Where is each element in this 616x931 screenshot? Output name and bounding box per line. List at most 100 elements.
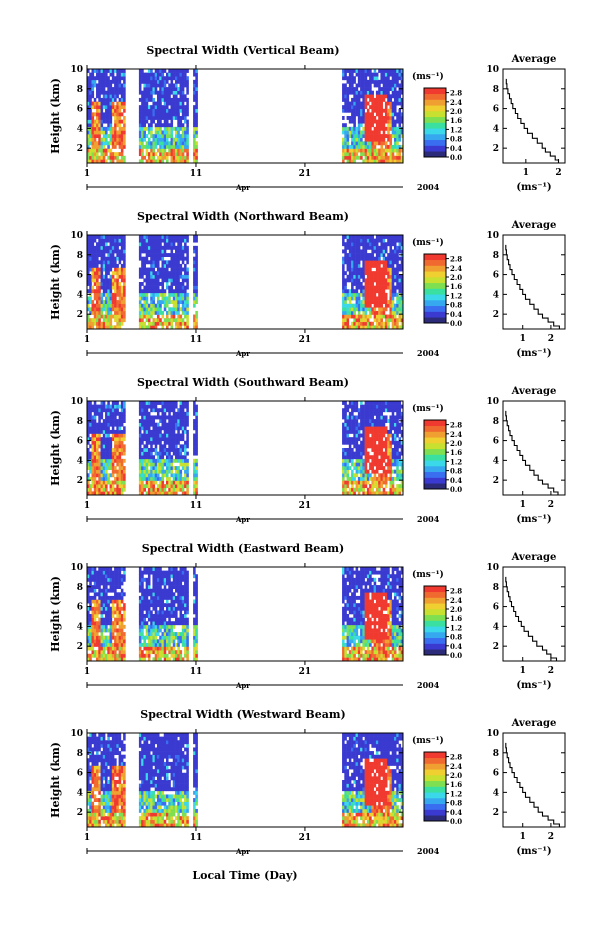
colorbar-segment	[424, 431, 446, 438]
heatmap-cell	[366, 282, 370, 286]
heatmap-cell	[159, 108, 162, 113]
heatmap-cell	[177, 433, 180, 438]
heatmap-cell	[179, 296, 183, 301]
heatmap-cell	[380, 484, 383, 489]
colorbar-segment	[424, 425, 446, 432]
heatmap-cell	[177, 119, 180, 124]
heatmap-cell	[100, 310, 104, 315]
heatmap-cell	[93, 639, 97, 644]
heatmap-cell	[141, 101, 144, 106]
heatmap-cell	[357, 97, 361, 102]
heatmap-cell	[89, 635, 92, 640]
heatmap-cell	[384, 79, 388, 84]
heatmap-cell	[168, 455, 171, 460]
heatmap-cell	[371, 296, 374, 301]
heatmap-cell	[93, 303, 97, 308]
heatmap-cell	[98, 101, 101, 106]
heatmap-cell	[159, 466, 162, 470]
heatmap-cell	[366, 455, 370, 460]
heatmap-cell	[389, 249, 393, 254]
heatmap-cell	[118, 300, 122, 304]
heatmap-cell	[87, 426, 90, 431]
heatmap-cell	[89, 285, 92, 290]
heatmap-cell	[91, 141, 95, 146]
heatmap-cell	[375, 476, 379, 481]
heatmap-cell	[378, 433, 381, 438]
heatmap-cell	[391, 274, 395, 279]
heatmap-cell	[362, 130, 365, 135]
heatmap-cell	[143, 484, 146, 489]
heatmap-cell	[161, 415, 165, 420]
heatmap-cell	[138, 292, 142, 297]
heatmap-cell	[114, 79, 117, 84]
heatmap-cell	[109, 235, 113, 239]
heatmap-cell	[351, 235, 354, 239]
heatmap-cell	[147, 76, 151, 81]
heatmap-cell	[364, 448, 368, 452]
heatmap-cell	[389, 448, 393, 452]
heatmap-cell	[380, 480, 383, 485]
heatmap-cell	[159, 267, 162, 272]
heatmap-cell	[105, 307, 108, 312]
heatmap-cell	[177, 242, 180, 247]
heatmap-cell	[163, 83, 167, 88]
heatmap-cell	[179, 69, 183, 73]
heatmap-cell	[116, 235, 119, 239]
heatmap-cell	[346, 433, 350, 438]
heatmap-cell	[179, 134, 183, 138]
heatmap-cell	[396, 300, 399, 304]
heatmap-cell	[123, 411, 126, 416]
heatmap-cell	[193, 72, 196, 77]
heatmap-cell	[120, 422, 124, 427]
heatmap-cell	[181, 101, 185, 106]
heatmap-cell	[366, 404, 370, 409]
heatmap-cell	[195, 112, 198, 117]
heatmap-cell	[102, 444, 106, 449]
heatmap-cell	[87, 235, 90, 239]
heatmap-cell	[102, 126, 106, 131]
heatmap-cell	[193, 458, 196, 463]
heatmap-cell	[360, 105, 363, 110]
heatmap-cell	[145, 325, 149, 330]
heatmap-cell	[360, 242, 363, 247]
heatmap-cell	[161, 271, 165, 276]
heatmap-cell	[344, 480, 347, 485]
heatmap-cell	[87, 574, 90, 579]
heatmap-cell	[362, 90, 365, 95]
heatmap-cell	[152, 429, 156, 434]
heatmap-cell	[346, 105, 350, 110]
heatmap-cell	[378, 263, 381, 268]
heatmap-cell	[111, 256, 115, 261]
heatmap-cell	[351, 278, 354, 283]
heatmap-cell	[89, 260, 92, 265]
heatmap-cell	[93, 628, 97, 633]
heatmap-cell	[98, 249, 101, 254]
heatmap-cell	[373, 310, 377, 315]
heatmap-cell	[145, 314, 149, 319]
heatmap-cell	[150, 90, 153, 95]
heatmap-cell	[87, 152, 90, 157]
heatmap-cell	[357, 235, 361, 239]
heatmap-cell	[369, 296, 372, 301]
heatmap-cell	[89, 606, 92, 611]
heatmap-cell	[102, 285, 106, 290]
heatmap-cell	[348, 238, 352, 243]
heatmap-cell	[391, 72, 395, 77]
heatmap-cell	[120, 274, 124, 279]
heatmap-cell	[138, 422, 142, 427]
heatmap-cell	[389, 137, 393, 142]
heatmap-cell	[100, 137, 104, 142]
heatmap-cell	[156, 105, 160, 110]
heatmap-cell	[344, 97, 347, 102]
heatmap-cell	[161, 321, 165, 326]
heatmap-cell	[393, 408, 397, 413]
heatmap-cell	[96, 429, 99, 434]
heatmap-cell	[389, 484, 393, 489]
heatmap-cell	[156, 484, 160, 489]
heatmap-cell	[177, 437, 180, 442]
heatmap-cell	[166, 137, 169, 142]
heatmap-cell	[159, 476, 162, 481]
heatmap-cell	[147, 274, 151, 279]
heatmap-cell	[181, 144, 185, 149]
heatmap-cell	[161, 487, 165, 492]
